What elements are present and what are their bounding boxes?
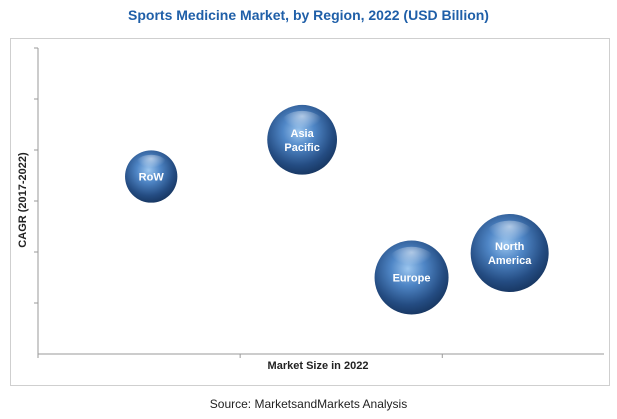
bubble-row: RoW [125,150,178,203]
bubble-highlight [280,110,324,138]
bubble-label: RoW [139,172,165,184]
bubble-label: America [488,255,532,267]
bubble-label: Asia [291,128,315,140]
bubble-highlight [388,246,435,275]
bubble-label: Europe [393,273,431,285]
bubble-label: North [495,241,525,253]
source-note: Source: MarketsandMarkets Analysis [209,397,408,411]
y-axis-ticks [34,47,38,304]
axes [34,47,604,358]
chart-title: Sports Medicine Market, by Region, 2022 … [128,7,489,23]
bubble-europe: Europe [374,240,449,315]
bubble-label: Pacific [284,142,319,154]
bubble-highlight [485,220,534,251]
bubbles-group: RoW Asia Pacific Europe North America [125,104,549,315]
x-axis-ticks [37,354,443,358]
bubble-highlight [134,154,168,175]
bubble-north-america: North America [470,214,549,293]
x-axis-label: Market Size in 2022 [268,360,369,372]
bubble-asia-pacific: Asia Pacific [267,104,338,175]
chart-frame [10,38,610,386]
y-axis-label: CAGR (2017-2022) [17,152,29,248]
